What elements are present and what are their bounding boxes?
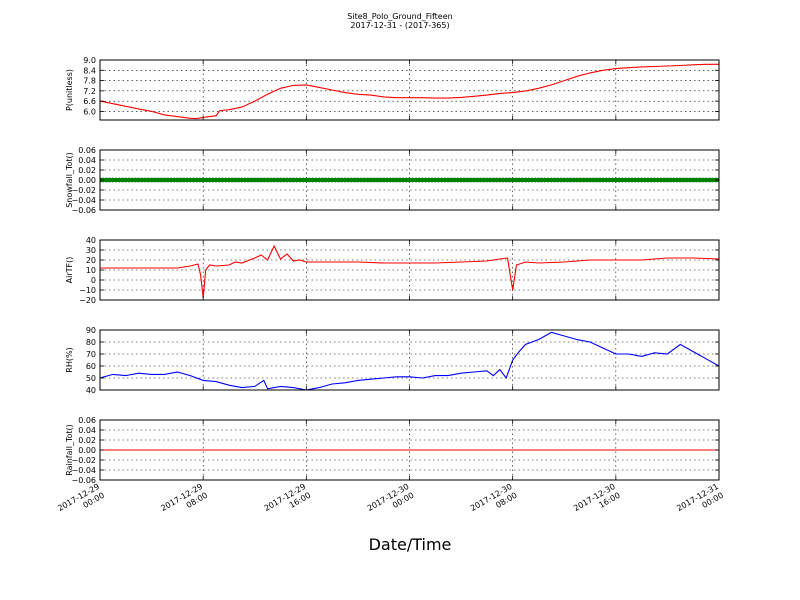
- panel-1: 6.06.67.27.8 8.49.0 P(unitless): [65, 56, 720, 121]
- panel-4: 40 50 60 70 80 90 RH(%): [65, 326, 720, 395]
- y-axis-label: AirTF(): [65, 257, 74, 284]
- snowfall-points: [100, 177, 719, 183]
- y-tick-label: 0.04: [78, 426, 96, 435]
- y-tick-label: 70: [86, 350, 96, 359]
- figure-subtitle: 2017-12-31 - (2017-365): [350, 21, 449, 30]
- panel-5: −0.06−0.04−0.020.000.020.040.06 Rainfall_…: [65, 416, 720, 485]
- y-tick-label: 20: [86, 256, 96, 265]
- y-tick-label: −20: [79, 296, 96, 305]
- y-tick-label: 0.04: [78, 156, 96, 165]
- y-tick-label: 0.00: [78, 446, 96, 455]
- y-tick-label: −0.06: [71, 206, 96, 215]
- y-tick-label: −0.04: [71, 196, 96, 205]
- panels: 6.06.67.27.88.49.0P(unitless)−0.06−0.04−…: [65, 56, 720, 485]
- y-tick-label: 0.02: [78, 436, 96, 445]
- y-tick-label: 40: [86, 386, 96, 395]
- y-tick-label: 30: [86, 246, 96, 255]
- y-tick-label: −0.06: [71, 476, 96, 485]
- y-tick-label: −10: [79, 286, 96, 295]
- x-axis-label: Date/Time: [369, 535, 452, 554]
- y-tick-label: 6.6: [83, 97, 96, 106]
- series-line: [100, 244, 719, 299]
- y-tick-label: 10: [86, 266, 96, 275]
- y-tick-label: 0.06: [78, 146, 96, 155]
- y-tick-label: −0.02: [71, 186, 96, 195]
- y-axis-label: RH(%): [65, 347, 74, 372]
- y-axis-label: P(unitless): [65, 69, 74, 111]
- y-tick-label: 90: [86, 326, 96, 335]
- y-tick-label: 50: [86, 374, 96, 383]
- y-tick-label: 9.0: [83, 56, 96, 65]
- y-tick-label: 40: [86, 236, 96, 245]
- y-tick-label: 8.4: [83, 66, 96, 75]
- y-tick-label: 6.0: [83, 107, 96, 116]
- y-tick-label: 0.02: [78, 166, 96, 175]
- y-tick-label: 0.06: [78, 416, 96, 425]
- y-tick-label: 80: [86, 338, 96, 347]
- figure-title: Site8_Polo_Ground_Fifteen: [347, 12, 452, 21]
- y-tick-label: 0: [91, 276, 96, 285]
- series-line: [100, 331, 719, 390]
- y-tick-label: 7.8: [83, 77, 96, 86]
- y-axis-label: Snowfall_Tot(): [65, 152, 74, 208]
- y-tick-label: −0.02: [71, 456, 96, 465]
- y-tick-label: 0.00: [78, 176, 96, 185]
- y-tick-label: 60: [86, 362, 96, 371]
- y-tick-label: 7.2: [83, 87, 96, 96]
- y-axis-label: Rainfall_Tot(): [65, 424, 74, 476]
- series-line: [100, 63, 719, 120]
- panel-2: −0.06−0.04−0.020.000.020.040.06 Snowfall_…: [65, 146, 720, 215]
- y-tick-label: −0.04: [71, 466, 96, 475]
